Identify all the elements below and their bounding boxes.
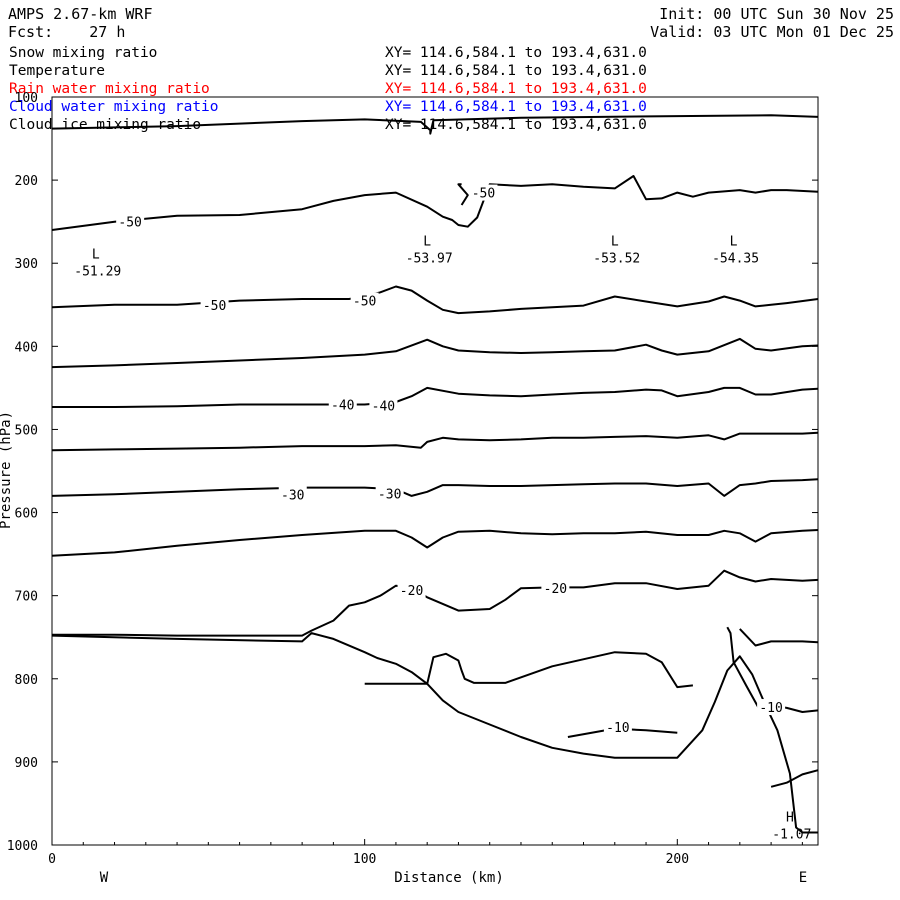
contour-label-bg (328, 396, 357, 413)
forecast-hour: Fcst: 27 h (8, 23, 126, 41)
contour-label-bg (541, 580, 570, 597)
y-tick-label: 700 (15, 590, 38, 605)
extremum-marker: L (730, 234, 738, 249)
contour-label-bg (200, 296, 229, 313)
valid-time: Valid: 03 UTC Mon 01 Dec 25 (650, 23, 894, 41)
x-axis-east-label: E (799, 870, 807, 886)
field-xy-rain: XY= 114.6,584.1 to 193.4,631.0 (385, 81, 647, 97)
y-tick-label: 100 (15, 91, 38, 106)
contour-line (457, 183, 469, 206)
contour-label: -20 (400, 584, 423, 599)
y-axis-label: Pressure (hPa) (0, 411, 14, 529)
axis-ticks: 100 200 300 400 500 600 700 800 900 1000 0 100 200 (7, 91, 818, 867)
contour-line (51, 285, 819, 315)
extremum-marker: L (611, 234, 619, 249)
field-xy-snow: XY= 114.6,584.1 to 193.4,631.0 (385, 45, 647, 61)
x-axis-label: Distance (km) (394, 870, 504, 886)
contour-label: -40 (372, 399, 395, 414)
contour-label-bg (350, 292, 379, 309)
contour-label-bg (116, 213, 145, 230)
contour-line (770, 769, 819, 788)
y-tick-label: 1000 (7, 839, 38, 854)
contour-label-bg (397, 581, 426, 598)
contour-line (51, 478, 819, 497)
contour-layer (51, 114, 819, 834)
model-title: AMPS 2.67-km WRF (8, 5, 153, 23)
contour-label: -50 (118, 216, 141, 231)
y-tick-label: 300 (15, 257, 38, 272)
contour-label-bg (603, 718, 632, 735)
contour-line (739, 628, 819, 647)
contour-label-layer: -50 -50 -50 -50 -40 -40 -30 -30 -20 -20 -10 -10 (116, 184, 786, 736)
y-tick-label: 200 (15, 174, 38, 189)
contour-label: -30 (378, 487, 401, 502)
contour-label-bg (278, 486, 307, 503)
contour-line (51, 431, 819, 452)
extremum-marker: L (423, 234, 431, 249)
y-tick-label: 400 (15, 340, 38, 355)
extremum-marker: H (786, 810, 794, 825)
x-tick-label: 0 (48, 852, 56, 867)
contour-label: -10 (606, 721, 629, 736)
init-time: Init: 00 UTC Sun 30 Nov 25 (659, 5, 894, 23)
contour-label-bg (757, 699, 786, 716)
extremum-value: -53.52 (593, 251, 640, 266)
y-tick-label: 500 (15, 423, 38, 438)
contour-line (52, 386, 819, 408)
extremum-value: -53.97 (406, 251, 453, 266)
contour-label: -20 (544, 582, 567, 597)
y-tick-label: 900 (15, 756, 38, 771)
field-name-snow: Snow mixing ratio (9, 45, 158, 61)
contour-line (52, 569, 819, 637)
contour-line (51, 529, 819, 557)
y-tick-label: 800 (15, 673, 38, 688)
extrema-layer: L -51.29 L -53.97 L -53.52 L -54.35 H -1.07 (74, 234, 811, 842)
y-tick-label: 600 (15, 507, 38, 522)
contour-line (364, 651, 694, 689)
field-name-cloud-water: Cloud water mixing ratio (9, 99, 219, 115)
plot-frame (51, 96, 819, 846)
field-name-temperature: Temperature (9, 63, 106, 79)
x-tick-label: 100 (353, 852, 376, 867)
x-axis-west-label: W (100, 870, 109, 886)
contour-label: -30 (281, 488, 304, 503)
contour-label: -50 (353, 295, 376, 310)
contour-line (51, 337, 819, 369)
contour-label: -10 (759, 701, 782, 716)
contour-line (51, 114, 819, 135)
contour-label: -50 (472, 187, 495, 202)
extremum-marker: L (92, 248, 100, 263)
extremum-value: -1.07 (772, 827, 811, 842)
field-name-rain: Rain water mixing ratio (9, 81, 210, 97)
contour-label: -40 (331, 399, 354, 414)
contour-label-bg (469, 184, 498, 201)
contour-label: -50 (203, 299, 226, 314)
field-xy-cloud-water: XY= 114.6,584.1 to 193.4,631.0 (385, 99, 647, 115)
contour-line (51, 175, 819, 231)
contour-label-bg (375, 485, 404, 502)
field-xy-temperature: XY= 114.6,584.1 to 193.4,631.0 (385, 63, 647, 79)
contour-line (51, 632, 818, 834)
contour-label-bg (369, 397, 398, 414)
extremum-value: -51.29 (74, 265, 121, 280)
x-tick-label: 200 (666, 852, 689, 867)
extremum-value: -54.35 (712, 251, 759, 266)
